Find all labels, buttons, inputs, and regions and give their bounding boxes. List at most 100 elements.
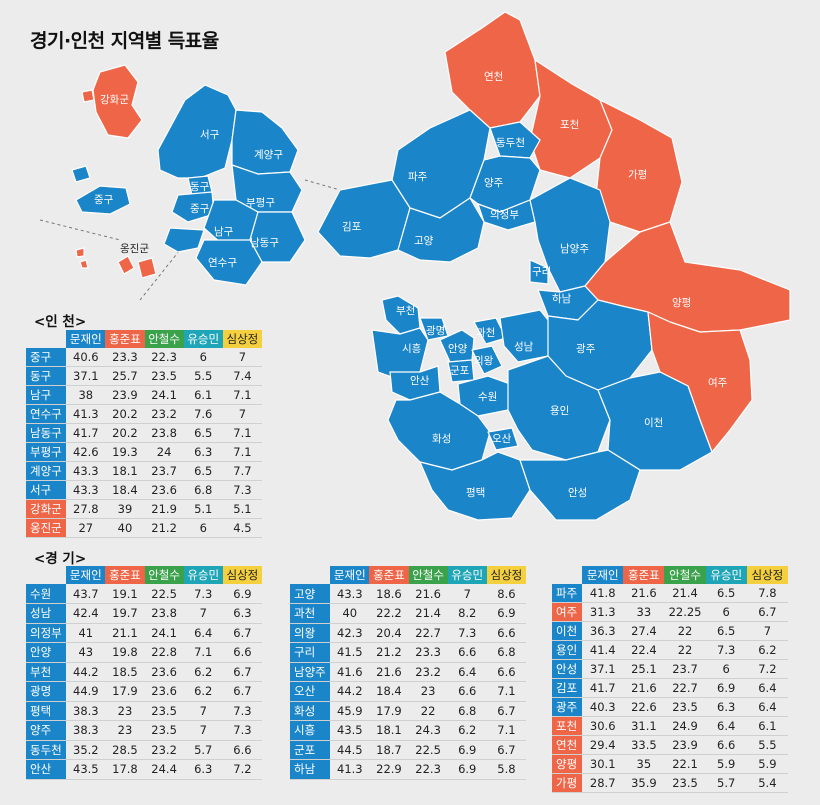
label-gunpo: 군포 [450,365,470,377]
region-icheon[interactable] [597,371,713,471]
region-siheung[interactable] [371,327,429,381]
header-blank [26,330,66,348]
vote-share-cell: 6.6 [486,623,526,643]
region-anyang[interactable] [439,329,475,363]
vote-share-cell: 7 [183,603,223,624]
table-row: 남구 38 23.9 24.1 6.1 7.1 [26,385,262,405]
vote-share-cell: 20.4 [369,623,409,643]
region-anseong[interactable] [519,449,641,521]
region-yeonsu[interactable] [195,239,263,286]
vote-share-cell: 23.3 [408,642,448,663]
label-anseong: 안성 [568,487,587,499]
vote-share-cell: 43.5 [66,759,106,780]
vote-share-cell: 38 [66,385,106,405]
vote-share-cell: 39 [105,499,145,519]
vote-share-cell: 43 [66,642,106,663]
table-row: 양주 38.3 23 23.5 7 7.3 [26,720,262,741]
vote-share-cell: 6.4 [447,662,487,682]
region-junggu-small[interactable] [171,191,215,223]
vote-share-cell: 6.4 [183,623,223,643]
vote-share-cell: 6.9 [447,740,487,760]
region-ongjin-4[interactable] [79,259,89,269]
label-uiwang: 의왕 [474,355,494,367]
table-row: 군포 44.5 18.7 22.5 6.9 6.7 [290,740,526,760]
region-dongducheon[interactable] [489,121,541,159]
vote-share-cell: 23.2 [408,662,448,682]
vote-share-cell: 21.6 [623,678,665,698]
region-gimpo[interactable] [317,179,411,259]
region-junggu-island[interactable] [163,227,205,253]
vote-share-cell: 23.5 [144,366,184,386]
vote-share-cell: 38.3 [66,701,106,721]
vote-share-cell: 21.6 [623,584,665,603]
region-uiwang[interactable] [471,345,503,375]
vote-share-cell: 6.6 [447,681,487,702]
table-row: 부천 44.2 18.5 23.6 6.2 6.7 [26,662,262,682]
vote-share-cell: 6.7 [222,623,262,643]
region-yeoncheon[interactable] [444,11,541,129]
vote-share-cell: 23.2 [144,740,184,760]
region-junggu[interactable] [75,185,131,215]
region-gyeyang[interactable] [231,109,299,175]
region-goyang[interactable] [397,197,485,263]
vote-share-cell: 24.4 [144,759,184,780]
region-gapyeong[interactable] [595,99,683,233]
label-hanam: 하남 [552,292,572,305]
vote-share-cell: 6.2 [183,681,223,702]
vote-share-cell: 23 [105,701,145,721]
region-ongjin-2[interactable] [137,257,157,279]
region-ganghwa-islet[interactable] [81,89,95,103]
vote-share-cell: 22 [664,621,706,641]
region-pocheon[interactable] [529,59,613,179]
header-blank [290,566,330,584]
region-junggu-islet[interactable] [71,165,91,183]
header-candidate: 문재인 [66,330,106,348]
region-name: 남양주 [290,662,331,682]
gyeonggi-results-table-3: 문재인 홍준표 안철수 유승민 심상정 파주 41.8 21.6 21.4 6.5 7.8 여주 31.… [552,566,788,793]
vote-share-cell: 41.7 [582,678,624,698]
vote-share-cell: 22.1 [664,754,706,774]
region-seogu[interactable] [157,84,237,179]
region-name: 화성 [290,701,331,721]
region-name: 시흥 [290,720,331,741]
label-yeoncheon: 연천 [484,71,503,83]
region-name: 성남 [26,603,67,624]
table-row: 이천 36.3 27.4 22 6.5 7 [552,621,788,641]
vote-share-cell: 7 [183,720,223,741]
vote-share-cell: 18.1 [105,461,145,481]
vote-share-cell: 6 [183,348,223,367]
vote-share-cell: 21.9 [144,499,184,519]
region-name: 옹진군 [26,518,67,538]
region-name: 김포 [552,678,583,698]
region-osan[interactable] [487,427,519,451]
table-row: 계양구 43.3 18.1 23.7 6.5 7.7 [26,461,262,481]
vote-share-cell: 7.1 [486,681,526,702]
vote-share-cell: 44.2 [66,662,106,682]
region-ongjin-3[interactable] [75,247,85,258]
header-candidate: 유승민 [183,566,223,584]
region-name: 광명 [26,681,67,702]
region-guri[interactable] [529,259,549,285]
table-row: 연천 29.4 33.5 23.9 6.6 5.5 [552,735,788,755]
vote-share-cell: 21.6 [369,662,409,682]
region-ongjin[interactable] [117,255,135,275]
label-suwon: 수원 [478,391,497,403]
table-row: 옹진군 27 40 21.2 6 4.5 [26,518,262,538]
table-row: 파주 41.8 21.6 21.4 6.5 7.8 [552,584,788,603]
table-row: 서구 43.3 18.4 23.6 6.8 7.3 [26,480,262,500]
label-gwangmyeong: 광명 [426,325,445,337]
vote-share-cell: 17.9 [105,681,145,702]
region-name: 연천 [552,735,583,755]
table-row: 시흥 43.5 18.1 24.3 6.2 7.1 [290,720,526,741]
vote-share-cell: 6.5 [705,584,747,603]
table-row: 구리 41.5 21.2 23.3 6.6 6.8 [290,642,526,663]
region-name: 강화군 [26,499,67,519]
vote-share-cell: 6.6 [705,735,747,755]
region-hwaseong[interactable] [387,391,491,471]
region-ganghwa[interactable] [92,64,143,139]
vote-share-cell: 7.7 [222,461,262,481]
header-candidate: 문재인 [582,566,624,584]
vote-share-cell: 6.7 [222,681,262,702]
vote-share-cell: 7.3 [222,720,262,741]
vote-share-cell: 6.9 [705,678,747,698]
